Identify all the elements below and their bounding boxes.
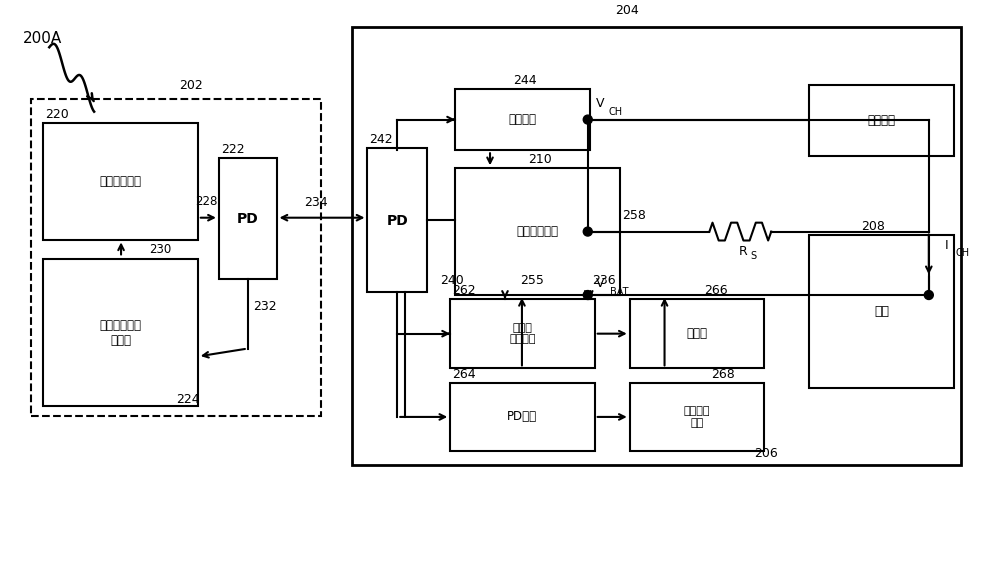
Bar [367,148,427,292]
Text: 206: 206 [754,447,778,460]
Circle shape [583,290,592,299]
Text: 系统电路: 系统电路 [867,114,895,127]
Bar [809,85,954,156]
Text: PD控制: PD控制 [507,410,538,423]
Text: 电能转换电路: 电能转换电路 [100,174,142,187]
Text: 适配器端的控
制电路: 适配器端的控 制电路 [100,319,142,347]
Text: 258: 258 [622,209,646,222]
Text: 220: 220 [45,108,69,121]
Text: 210: 210 [528,153,552,166]
Bar [630,299,764,368]
Text: 234: 234 [304,196,327,209]
Text: BAT: BAT [610,287,628,297]
Text: V: V [596,97,604,110]
Text: 208: 208 [861,220,885,233]
Bar [43,259,198,406]
Text: 充电器
控制电路: 充电器 控制电路 [509,323,536,345]
Text: 直通通路: 直通通路 [508,113,536,126]
Bar [630,383,764,451]
Text: CH: CH [956,248,970,259]
Text: I: I [945,239,948,252]
Text: 244: 244 [513,74,537,87]
Text: PD: PD [386,214,408,228]
Text: 264: 264 [452,368,476,381]
Text: 204: 204 [615,5,639,18]
Text: 262: 262 [452,284,476,297]
Circle shape [924,290,933,299]
Bar [450,383,595,451]
Bar [352,27,961,465]
Text: 电能转换电路: 电能转换电路 [516,225,558,238]
Bar [219,158,277,279]
Bar [455,168,620,295]
Text: 232: 232 [253,301,276,314]
Text: 255: 255 [520,274,544,287]
Text: 236: 236 [592,274,615,287]
Text: 228: 228 [195,195,217,208]
Text: 240: 240 [440,274,464,287]
Bar [435,291,879,457]
Text: 监测器: 监测器 [686,327,707,340]
Text: 202: 202 [179,79,203,92]
Text: CH: CH [609,106,623,117]
Text: 242: 242 [369,134,393,147]
Text: 222: 222 [221,143,244,156]
Bar [31,98,320,416]
Bar [43,123,198,239]
Circle shape [583,227,592,236]
Bar [809,234,954,388]
Circle shape [583,115,592,124]
Text: PD: PD [237,212,259,226]
Text: 224: 224 [176,393,200,406]
Text: 268: 268 [711,368,735,381]
Text: R: R [738,246,747,259]
Text: S: S [750,251,756,261]
Bar [455,89,590,151]
Text: 230: 230 [149,243,171,256]
Text: 电池: 电池 [874,306,889,318]
Text: 266: 266 [704,284,728,297]
Text: 200A: 200A [23,31,63,46]
Text: V: V [596,277,604,290]
Bar [450,299,595,368]
Text: 中央控制
电路: 中央控制 电路 [684,406,710,428]
